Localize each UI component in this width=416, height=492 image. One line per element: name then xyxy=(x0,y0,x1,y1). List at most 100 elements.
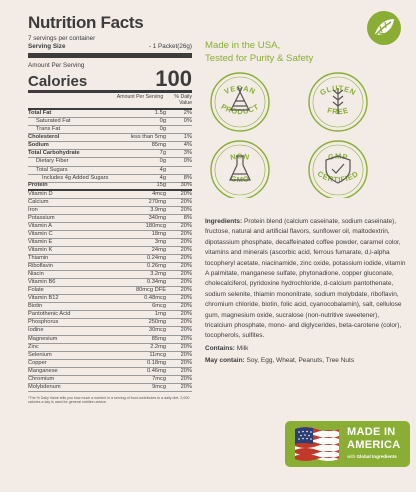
nutrient-name: Iron xyxy=(28,206,38,213)
badges-svg: VEGAN PRODUCT GLUTEN FREE NON GMO xyxy=(210,72,368,200)
nutrient-amount: 0.46mg xyxy=(147,367,166,374)
nutrient-name: Thiamin xyxy=(28,255,49,262)
nutrient-daily-value: 20% xyxy=(180,287,192,294)
nutrient-amount: 0.48mcg xyxy=(144,295,166,302)
header-amount: Amount Per Serving xyxy=(116,94,164,100)
nutrient-amount: 3.2mg xyxy=(150,271,166,278)
non-gmo-badge-top: NON xyxy=(229,152,250,162)
nutrient-amount: 180mcg xyxy=(145,222,166,229)
nutrient-name: Biotin xyxy=(28,303,43,310)
svg-text:VEGAN: VEGAN xyxy=(223,84,257,97)
nutrient-amount: 0.26mg xyxy=(147,263,166,270)
nutrient-name: Vitamin C xyxy=(28,230,53,237)
non-gmo-badge: NON GMO xyxy=(210,140,270,200)
nutrient-daily-value: 20% xyxy=(180,351,192,358)
vegan-badge: VEGAN PRODUCT xyxy=(210,72,270,132)
non-gmo-badge-bottom: GMO xyxy=(230,174,250,184)
nutrient-daily-value: 20% xyxy=(180,255,192,262)
nutrient-amount: 4g xyxy=(159,174,166,181)
serving-size-label: Serving Size xyxy=(28,43,66,50)
nutrient-name: Potassium xyxy=(28,214,55,221)
nutrient-name: Selenium xyxy=(28,351,52,358)
nutrient-daily-value: 4% xyxy=(183,142,192,149)
nutrient-row: Biotin 6mcg 20% xyxy=(28,303,192,312)
nutrient-daily-value: 20% xyxy=(180,303,192,310)
nutrient-name: Cholesterol xyxy=(28,134,60,141)
nutrient-name: Vitamin A xyxy=(28,222,52,229)
nutrient-row: Calcium 270mg 20% xyxy=(28,199,192,207)
nutrient-amount: 7g xyxy=(159,150,166,157)
nutrient-row: Molybdenum 9mcg 20% xyxy=(28,384,192,392)
nutrient-amount: 6mcg xyxy=(152,303,166,310)
nutrient-row: Thiamin 0.24mg 20% xyxy=(28,255,192,264)
nutrient-amount: 0.34mg xyxy=(147,279,166,286)
serving-size: Serving Size - 1 Packet(26g) xyxy=(28,43,192,58)
nutrient-name: Dietary Fiber xyxy=(36,158,69,165)
vegan-badge-top: VEGAN xyxy=(223,84,257,97)
nutrient-name: Phosphorus xyxy=(28,319,59,326)
nutrient-daily-value: 20% xyxy=(180,383,192,390)
certification-badges: VEGAN PRODUCT GLUTEN FREE NON GMO xyxy=(205,68,405,200)
nutrient-daily-value: 20% xyxy=(180,271,192,278)
nutrient-amount: 0g xyxy=(159,126,166,133)
nutrient-amount: 0.24mg xyxy=(147,255,166,262)
nutrient-row: Saturated Fat 0g 0% xyxy=(28,118,192,127)
footnote: *The % Daily Value tells you how much a … xyxy=(28,395,190,405)
nutrient-row: Zinc 2.2mg 20% xyxy=(28,344,192,352)
flask-icon xyxy=(229,155,251,181)
table-header: Amount Per Serving % Daily Value xyxy=(28,93,192,111)
nutrient-amount: 1.5g xyxy=(154,110,166,117)
nutrient-amount: 7mcg xyxy=(152,375,166,382)
nutrient-row: Dietary Fiber 0g 0% xyxy=(28,158,192,167)
with-text: with xyxy=(347,454,356,459)
contains-label: Contains: xyxy=(205,344,235,352)
nutrient-daily-value: 20% xyxy=(180,263,192,270)
nutrient-row: Folate 80mcg DFE 20% xyxy=(28,287,192,296)
nutrient-row: Vitamin B12 0.48mcg 20% xyxy=(28,295,192,304)
wheat-icon xyxy=(332,88,344,114)
nutrient-name: Total Carbohydrate xyxy=(28,150,80,157)
nutrient-row: Phosphorus 250mg 20% xyxy=(28,319,192,328)
nutrient-daily-value: 20% xyxy=(180,198,192,205)
nutrient-daily-value: 20% xyxy=(180,279,192,286)
nutrient-row: Trans Fat 0g xyxy=(28,126,192,135)
nutrient-row: Iodine 30mcg 20% xyxy=(28,327,192,336)
may-contain-label: May contain: xyxy=(205,357,245,365)
nutrient-amount: 1mg xyxy=(154,311,166,318)
nutrient-name: Copper xyxy=(28,359,47,366)
tagline-line-2: Tested for Purity & Safety xyxy=(205,52,314,64)
shield-check-icon xyxy=(325,155,351,184)
tagline: Made in the USA, Tested for Purity & Saf… xyxy=(205,40,385,65)
nutrient-name: Total Sugars xyxy=(36,166,68,173)
nutrient-amount: less than 5mg xyxy=(130,134,166,141)
nutrient-amount: 270mg xyxy=(148,198,166,205)
gmp-certified-badge: GMP CERTIFIED xyxy=(308,140,368,200)
nutrient-name: Molybdenum xyxy=(28,383,61,390)
tagline-line-1: Made in the USA, xyxy=(205,40,281,51)
ingredients-paragraph: Ingredients: Protein blend (calcium case… xyxy=(205,217,407,342)
us-flag-icon xyxy=(295,427,339,461)
svg-text:PRODUCT: PRODUCT xyxy=(219,102,260,116)
nutrient-row: Protein 15g 30% xyxy=(28,182,192,191)
nutrient-daily-value: 20% xyxy=(180,295,192,302)
nutrient-amount: 18mg xyxy=(151,230,166,237)
nutrient-daily-value: 30% xyxy=(180,182,192,189)
gmp-badge-top: GMP xyxy=(327,152,348,162)
nutrient-name: Vitamin B12 xyxy=(28,295,59,302)
gluten-free-badge: GLUTEN FREE xyxy=(308,72,368,132)
nutrient-row: Iron 3.9mg 20% xyxy=(28,207,192,215)
nutrient-row: Includes 4g Added Sugars 4g 8% xyxy=(28,175,192,183)
svg-text:NON: NON xyxy=(229,152,250,162)
nutrient-daily-value: 20% xyxy=(180,359,192,366)
nutrient-name: Sodium xyxy=(28,142,49,149)
vegetables-icon xyxy=(230,86,250,111)
nutrient-daily-value: 20% xyxy=(180,327,192,334)
nutrient-name: Vitamin K xyxy=(28,247,53,253)
nutrient-row: Sodium 85mg 4% xyxy=(28,142,192,151)
svg-text:GMP: GMP xyxy=(327,152,349,162)
made-in-america-badge: MADE IN AMERICA with Global Ingredients xyxy=(285,421,410,467)
america-text: AMERICA xyxy=(347,439,401,451)
nutrient-amount: 85mg xyxy=(151,142,166,149)
nutrient-rows: Total Fat 1.5g 2% Saturated Fat 0g 0% Trans Fa… xyxy=(28,110,192,392)
nutrient-daily-value: 8% xyxy=(183,174,192,181)
